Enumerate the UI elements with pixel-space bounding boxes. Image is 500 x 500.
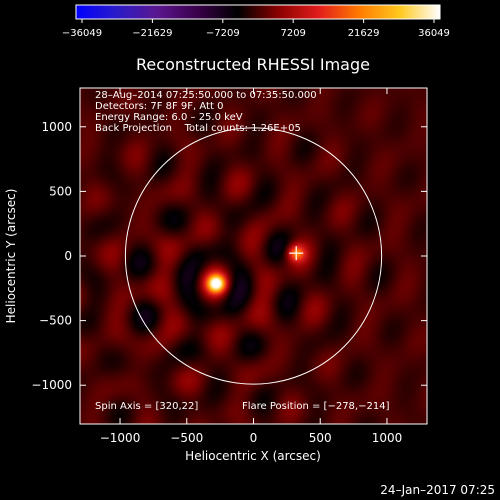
x-axis-label: Heliocentric X (arcsec)	[185, 449, 321, 463]
y-tick-label: −1000	[31, 378, 72, 392]
x-tick-label: 500	[309, 431, 332, 445]
x-tick-label: 1000	[372, 431, 403, 445]
info-energy-range: Energy Range: 6.0 – 25.0 keV	[95, 112, 243, 123]
spin-axis-cross-marker	[289, 246, 304, 261]
y-axis-label: Heliocentric Y (arcsec)	[4, 189, 18, 324]
info-detectors: Detectors: 7F 8F 9F, Att 0	[95, 101, 223, 112]
colorbar-tick-label: −21629	[132, 28, 172, 39]
colorbar-tick-label: −36049	[62, 28, 102, 39]
colorbar-tick-label: 7209	[280, 28, 305, 39]
y-axis-ticks: −1000 −500 0 500 1000	[31, 120, 427, 392]
footer-timestamp: 24–Jan–2017 07:25	[380, 483, 495, 497]
chart-title: Reconstructed RHESSI Image	[136, 55, 370, 74]
x-tick-label: 0	[250, 431, 258, 445]
y-tick-label: −500	[39, 314, 72, 328]
heatmap-image	[80, 88, 427, 424]
x-tick-label: −500	[170, 431, 203, 445]
colorbar-tick-label: −7209	[206, 28, 240, 39]
colorbar: −36049 −21629 −7209 7209 21629 36049	[62, 4, 450, 39]
y-tick-label: 1000	[41, 120, 72, 134]
solar-limb-circle	[124, 127, 383, 385]
colorbar-gradient	[75, 4, 441, 20]
y-tick-label: 500	[49, 184, 72, 198]
info-block: 28–Aug–2014 07:25:50.000 to 07:35:50.000…	[95, 90, 317, 134]
info-time-range: 28–Aug–2014 07:25:50.000 to 07:35:50.000	[95, 90, 317, 101]
y-tick-label: 0	[64, 249, 72, 263]
colorbar-tick-label: 36049	[418, 28, 450, 39]
flare-position-label: Flare Position = [−278,−214]	[242, 401, 390, 412]
x-axis-ticks: −1000 −500 0 500 1000	[100, 88, 402, 445]
info-method-counts: Back Projection Total counts: 1.26E+05	[95, 123, 301, 134]
spin-axis-label: Spin Axis = [320,22]	[95, 401, 198, 412]
colorbar-ticks: −36049 −21629 −7209 7209 21629 36049	[62, 19, 450, 39]
colorbar-tick-label: 21629	[348, 28, 380, 39]
x-tick-label: −1000	[100, 431, 141, 445]
